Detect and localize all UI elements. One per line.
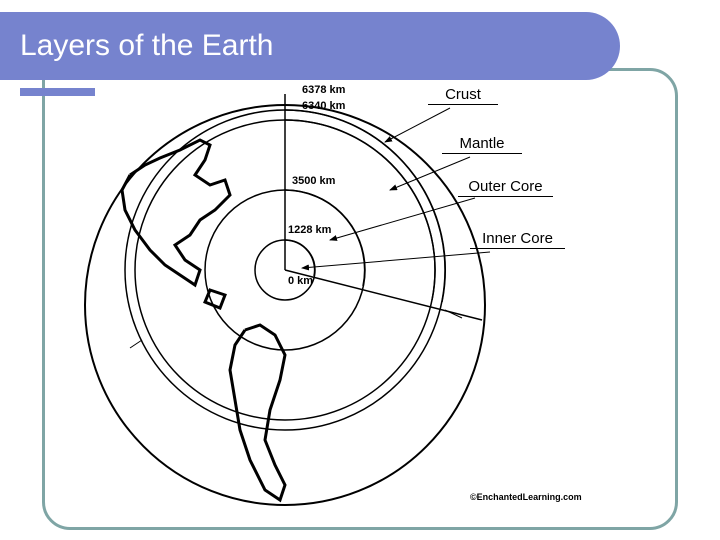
label-inner-core: Inner Core bbox=[470, 230, 565, 249]
label-outer-core: Outer Core bbox=[458, 178, 553, 197]
cutaway-panel bbox=[125, 94, 482, 430]
label-mantle: Mantle bbox=[442, 135, 522, 154]
depth-3500: 3500 km bbox=[292, 175, 335, 187]
label-crust: Crust bbox=[428, 86, 498, 105]
arrow-outer-core bbox=[330, 198, 475, 240]
header-bar: Layers of the Earth bbox=[0, 12, 620, 80]
depth-6340: 6340 km bbox=[302, 100, 345, 112]
arc-outer-core bbox=[285, 190, 365, 286]
credit-text: ©EnchantedLearning.com bbox=[470, 492, 582, 502]
depth-6378: 6378 km bbox=[302, 84, 345, 96]
earth-layers-diagram: 6378 km 6340 km 3500 km 1228 km 0 km Cru… bbox=[70, 80, 670, 520]
arrow-crust bbox=[385, 108, 450, 142]
arc-mantle bbox=[285, 120, 435, 300]
page-title: Layers of the Earth bbox=[20, 29, 273, 63]
diagram-svg bbox=[70, 80, 670, 520]
depth-1228: 1228 km bbox=[288, 224, 331, 236]
arrow-inner-core bbox=[302, 252, 490, 268]
depth-0: 0 km bbox=[288, 275, 313, 287]
